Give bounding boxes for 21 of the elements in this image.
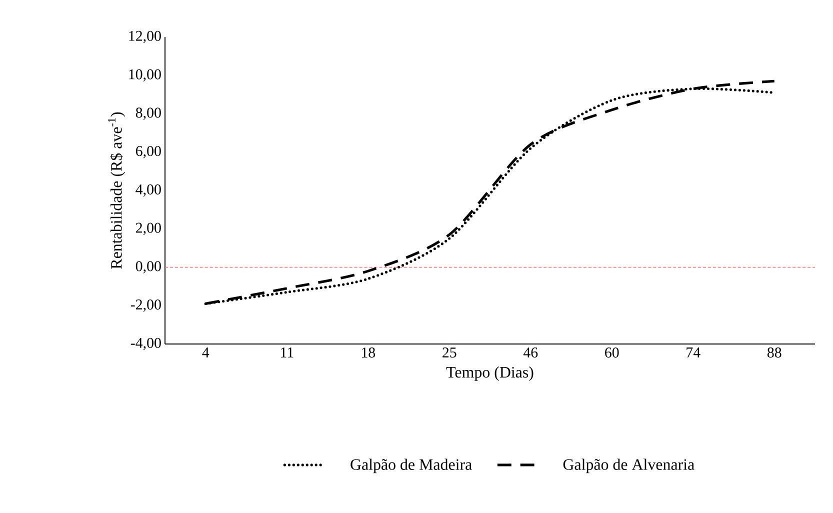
y-tick-label: 2,00 [136, 222, 161, 235]
y-tick-label: 12,00 [129, 30, 161, 44]
y-axis-title: Rentabilidade (R$ ave$^{-1}$) [108, 112, 126, 269]
legend-label: Galpão de Alvenaria [563, 458, 694, 474]
x-axis-title: Tempo (Dias) [446, 366, 534, 381]
x-tick-label: 18 [362, 348, 376, 358]
x-tick-label: 4 [202, 348, 210, 358]
x-tick-label: 46 [523, 348, 538, 358]
y-tick-label: 0,00 [136, 261, 161, 274]
y-tick-label: 6,00 [136, 146, 161, 158]
x-tick-label: 11 [281, 348, 294, 358]
x-tick-label: 25 [442, 348, 456, 358]
y-tick-label: 8,00 [136, 108, 161, 120]
x-tick-label: 74 [686, 348, 700, 358]
y-tick-label: -2,00 [130, 299, 161, 312]
legend-label: Galpão de Madeira [350, 458, 472, 474]
x-tick-label: 60 [605, 348, 619, 358]
x-tick-label: 88 [767, 348, 782, 358]
y-tick-label: 10,00 [129, 69, 161, 82]
y-tick-label: -4,00 [130, 338, 161, 350]
y-tick-label: 4,00 [136, 184, 161, 197]
